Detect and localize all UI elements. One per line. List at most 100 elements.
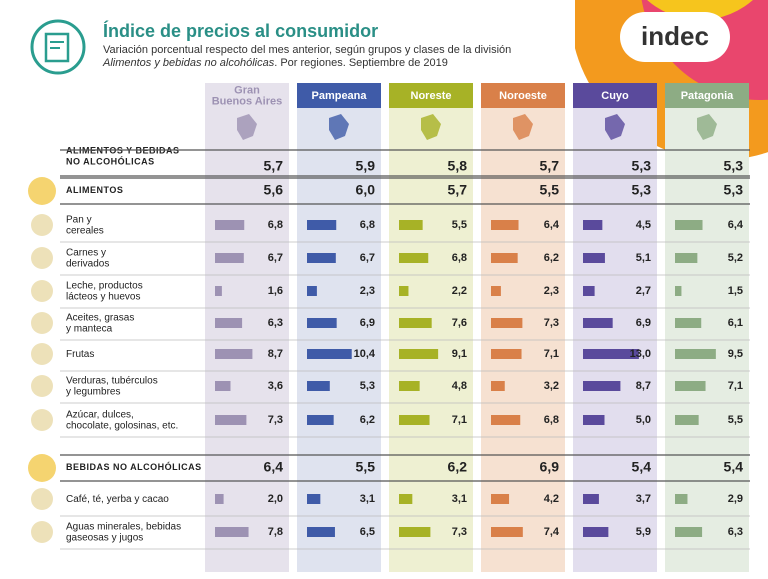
column-header: [389, 83, 473, 108]
table: Gran Buenos Aires Pampeana Noreste Noroeste C…: [28, 83, 750, 572]
bar: [215, 286, 222, 296]
bar: [491, 381, 505, 391]
value: 5,1: [636, 252, 651, 264]
bar: [675, 220, 703, 230]
bar: [583, 253, 605, 263]
value: 2,2: [452, 285, 467, 297]
region-name: Gran Buenos Aires: [212, 84, 283, 107]
row-label-line: ALIMENTOS Y BEBIDAS: [66, 146, 180, 156]
region-name-line: Buenos Aires: [212, 95, 283, 107]
title: Índice de precios al consumidor: [103, 20, 378, 41]
bar: [307, 318, 337, 328]
value: 6,2: [448, 459, 468, 475]
value: 5,8: [448, 158, 468, 174]
region-name-line: Noroeste: [499, 90, 547, 102]
value: 5,3: [360, 380, 375, 392]
row-label-line: BEBIDAS NO ALCOHÓLICAS: [66, 461, 202, 472]
bar: [399, 220, 423, 230]
value: 7,3: [544, 317, 559, 329]
value: 5,9: [356, 158, 376, 174]
value: 2,7: [636, 285, 651, 297]
row-icon: [28, 454, 56, 482]
value: 3,7: [636, 493, 651, 505]
row-label: Leche, productos lácteos y huevos: [66, 280, 143, 302]
region-name: Noreste: [411, 90, 452, 102]
bar: [307, 527, 335, 537]
bar: [491, 494, 510, 504]
subtitle-end: . Por regiones. Septiembre de 2019: [274, 57, 448, 69]
bar: [491, 527, 523, 537]
value: 7,4: [544, 526, 560, 538]
bar: [215, 220, 245, 230]
bar: [583, 381, 621, 391]
value: 5,7: [264, 158, 284, 174]
logo: indec: [641, 21, 709, 51]
value: 6,8: [452, 252, 467, 264]
bar: [215, 253, 244, 263]
bar: [215, 318, 243, 328]
value: 3,1: [452, 493, 467, 505]
subtitle: Variación porcentual respecto del mes an…: [103, 44, 511, 56]
bar: [399, 318, 432, 328]
value: 5,5: [540, 182, 560, 198]
value: 6,9: [540, 459, 560, 475]
value: 3,1: [360, 493, 375, 505]
value: 5,5: [452, 219, 467, 231]
column-header: [205, 83, 289, 108]
value: 6,9: [360, 317, 375, 329]
bar: [215, 415, 247, 425]
row-icon: [31, 521, 53, 543]
row-label-line: Aceites, grasas: [66, 312, 134, 323]
value: 6,2: [360, 414, 375, 426]
value: 7,3: [268, 414, 283, 426]
value: 3,2: [544, 380, 559, 392]
region-name-line: Patagonia: [681, 90, 734, 102]
bar: [491, 220, 519, 230]
bar: [307, 253, 336, 263]
bar: [583, 220, 603, 230]
column-header: [481, 83, 565, 108]
value: 7,1: [728, 380, 743, 392]
value: 6,8: [360, 219, 375, 231]
row-label: BEBIDAS NO ALCOHÓLICAS: [66, 461, 202, 472]
value: 5,4: [724, 459, 744, 475]
bar: [399, 494, 413, 504]
value: 2,9: [728, 493, 743, 505]
value: 7,6: [452, 317, 467, 329]
value: 13,0: [630, 348, 651, 360]
row-label-line: derivados: [66, 258, 109, 269]
value: 5,0: [636, 414, 651, 426]
row-icon: [31, 488, 53, 510]
region-map: [697, 114, 717, 140]
value: 1,5: [728, 285, 743, 297]
bar: [675, 494, 688, 504]
row-label-line: Pan y: [66, 214, 92, 225]
region-map: [329, 114, 349, 140]
region-map: [237, 114, 257, 140]
region-name-line: Cuyo: [601, 90, 629, 102]
value: 6,4: [544, 219, 560, 231]
row-icon: [31, 312, 53, 334]
row-label-line: cereales: [66, 225, 104, 236]
bar: [583, 318, 613, 328]
row-label-line: gaseosas y jugos: [66, 532, 143, 543]
value: 6,8: [544, 414, 559, 426]
value: 6,0: [356, 182, 376, 198]
value: 6,3: [268, 317, 283, 329]
bar: [675, 415, 699, 425]
bar: [675, 527, 703, 537]
value: 7,1: [452, 414, 467, 426]
row-label: Frutas: [66, 349, 94, 360]
value: 2,0: [268, 493, 283, 505]
subtitle-italic: Alimentos y bebidas no alcohólicas: [102, 57, 275, 69]
row-label: Verduras, tubérculos y legumbres: [66, 375, 158, 397]
bar: [307, 286, 317, 296]
row-label-line: y legumbres: [66, 386, 120, 397]
column-header: [573, 83, 657, 108]
value: 3,6: [268, 380, 283, 392]
bar: [399, 415, 430, 425]
icon-doc: [44, 32, 70, 63]
row-label-line: Azúcar, dulces,: [66, 409, 134, 420]
row-label-line: chocolate, golosinas, etc.: [66, 420, 178, 431]
row-label-line: Carnes y: [66, 247, 106, 258]
